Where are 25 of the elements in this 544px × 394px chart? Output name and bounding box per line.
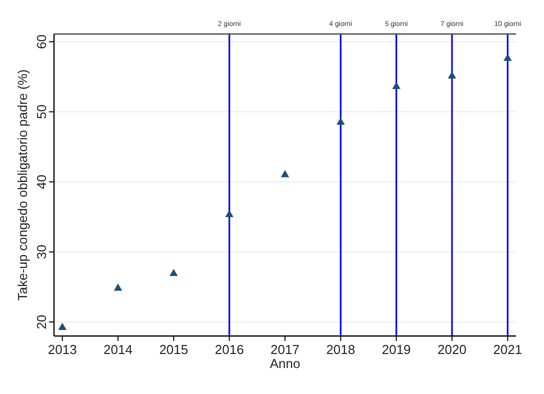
y-tick-label: 40: [34, 174, 49, 190]
point: [336, 117, 345, 125]
point: [280, 170, 290, 178]
x-tick-label: 2020: [438, 342, 466, 357]
y-axis-title: Take-up congedo obbligatorio padre (%): [15, 69, 30, 301]
point: [114, 284, 122, 291]
x-tick-label: 2013: [48, 342, 77, 357]
x-tick-label: 2015: [159, 342, 188, 357]
x-axis-title: Anno: [270, 356, 300, 371]
point: [448, 71, 456, 78]
y-tick-label: 60: [34, 34, 49, 49]
x-tick-label: 2019: [382, 342, 411, 357]
point: [503, 54, 512, 61]
point: [225, 210, 234, 218]
x-tick-label: 2016: [214, 342, 244, 357]
x-tick-label: 2014: [104, 342, 132, 357]
y-tick-label: 20: [34, 314, 49, 330]
y-tick-label: 50: [34, 104, 49, 120]
x-tick-label: 2017: [270, 342, 300, 357]
x-tick-label: 2021: [493, 342, 522, 357]
point: [170, 268, 178, 276]
x-tick-label: 2018: [326, 342, 356, 357]
point: [392, 82, 400, 89]
y-tick-label: 30: [34, 244, 49, 260]
point: [58, 322, 67, 330]
